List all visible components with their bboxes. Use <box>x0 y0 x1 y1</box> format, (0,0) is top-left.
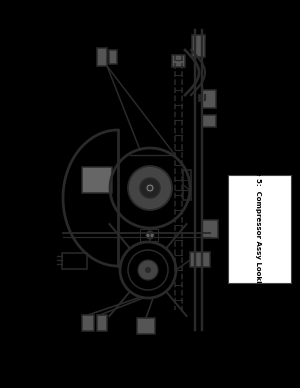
Bar <box>183 170 191 200</box>
Bar <box>202 90 216 108</box>
Circle shape <box>145 267 151 273</box>
Circle shape <box>146 184 154 192</box>
Bar <box>140 229 158 241</box>
Bar <box>137 318 155 334</box>
Bar <box>202 115 216 127</box>
Bar <box>82 315 94 331</box>
Circle shape <box>138 260 158 280</box>
Circle shape <box>146 231 154 239</box>
Circle shape <box>148 186 152 190</box>
Bar <box>109 50 117 64</box>
Bar <box>97 315 107 331</box>
Bar <box>172 55 185 67</box>
Bar <box>82 167 112 193</box>
Bar <box>97 48 107 66</box>
Bar <box>192 35 205 57</box>
Bar <box>62 253 87 269</box>
Circle shape <box>140 178 160 198</box>
Bar <box>202 220 218 238</box>
Bar <box>190 252 210 267</box>
Text: Figure 5:  Compressor Assy Looking Aft: Figure 5: Compressor Assy Looking Aft <box>255 150 261 308</box>
Circle shape <box>128 166 172 210</box>
